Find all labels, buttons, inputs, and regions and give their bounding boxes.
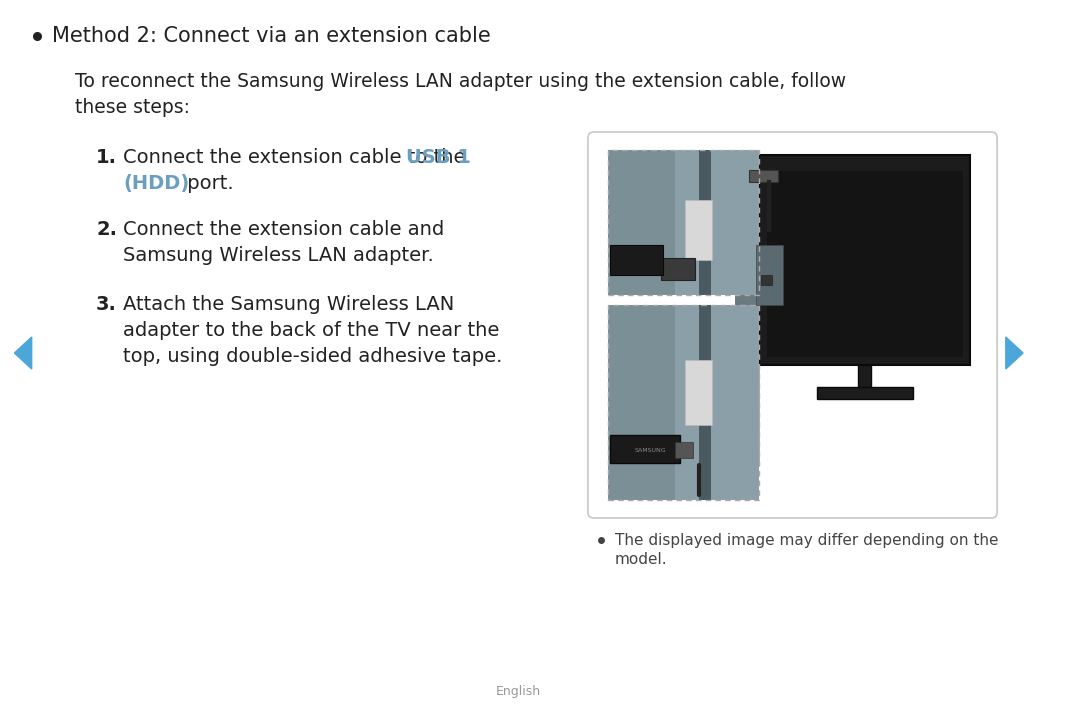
Bar [750,170,778,182]
Bar [610,245,663,275]
Bar [767,171,962,357]
Bar [610,435,680,463]
Text: USB 1: USB 1 [406,148,471,167]
Text: top, using double-sided adhesive tape.: top, using double-sided adhesive tape. [123,347,502,366]
FancyBboxPatch shape [588,132,997,518]
Bar [608,150,759,295]
Text: adapter to the back of the TV near the: adapter to the back of the TV near the [123,321,499,340]
Bar [675,442,692,458]
Bar [816,387,913,399]
Text: 1.: 1. [96,148,117,167]
Text: English: English [496,685,541,699]
Text: Attach the Samsung Wireless LAN: Attach the Samsung Wireless LAN [123,295,455,314]
Text: model.: model. [615,553,667,568]
Polygon shape [14,337,31,369]
Bar [675,150,759,295]
Text: To reconnect the Samsung Wireless LAN adapter using the extension cable, follow: To reconnect the Samsung Wireless LAN ad… [75,72,846,91]
Text: port.: port. [180,174,233,193]
Bar [675,305,759,500]
Bar [756,245,783,305]
Text: Connect the extension cable to the: Connect the extension cable to the [123,148,472,167]
Text: 2.: 2. [96,220,117,239]
Bar [685,360,712,425]
Bar [759,155,970,365]
Text: Method 2: Connect via an extension cable: Method 2: Connect via an extension cable [52,26,490,46]
Bar [700,150,711,295]
Polygon shape [1005,337,1023,369]
Text: The displayed image may differ depending on the: The displayed image may differ depending… [615,532,998,548]
Bar [661,258,694,280]
Bar [734,155,764,365]
Bar [685,200,712,260]
Text: Connect the extension cable and: Connect the extension cable and [123,220,444,239]
Text: 3.: 3. [96,295,117,314]
Bar [608,305,759,500]
Bar [608,150,759,295]
Bar [760,275,772,285]
Text: Samsung Wireless LAN adapter.: Samsung Wireless LAN adapter. [123,246,434,265]
Bar [608,305,759,500]
Bar [700,305,711,500]
Bar [858,365,872,387]
Text: (HDD): (HDD) [123,174,189,193]
Text: SAMSUNG: SAMSUNG [635,448,666,453]
Text: these steps:: these steps: [75,98,190,117]
